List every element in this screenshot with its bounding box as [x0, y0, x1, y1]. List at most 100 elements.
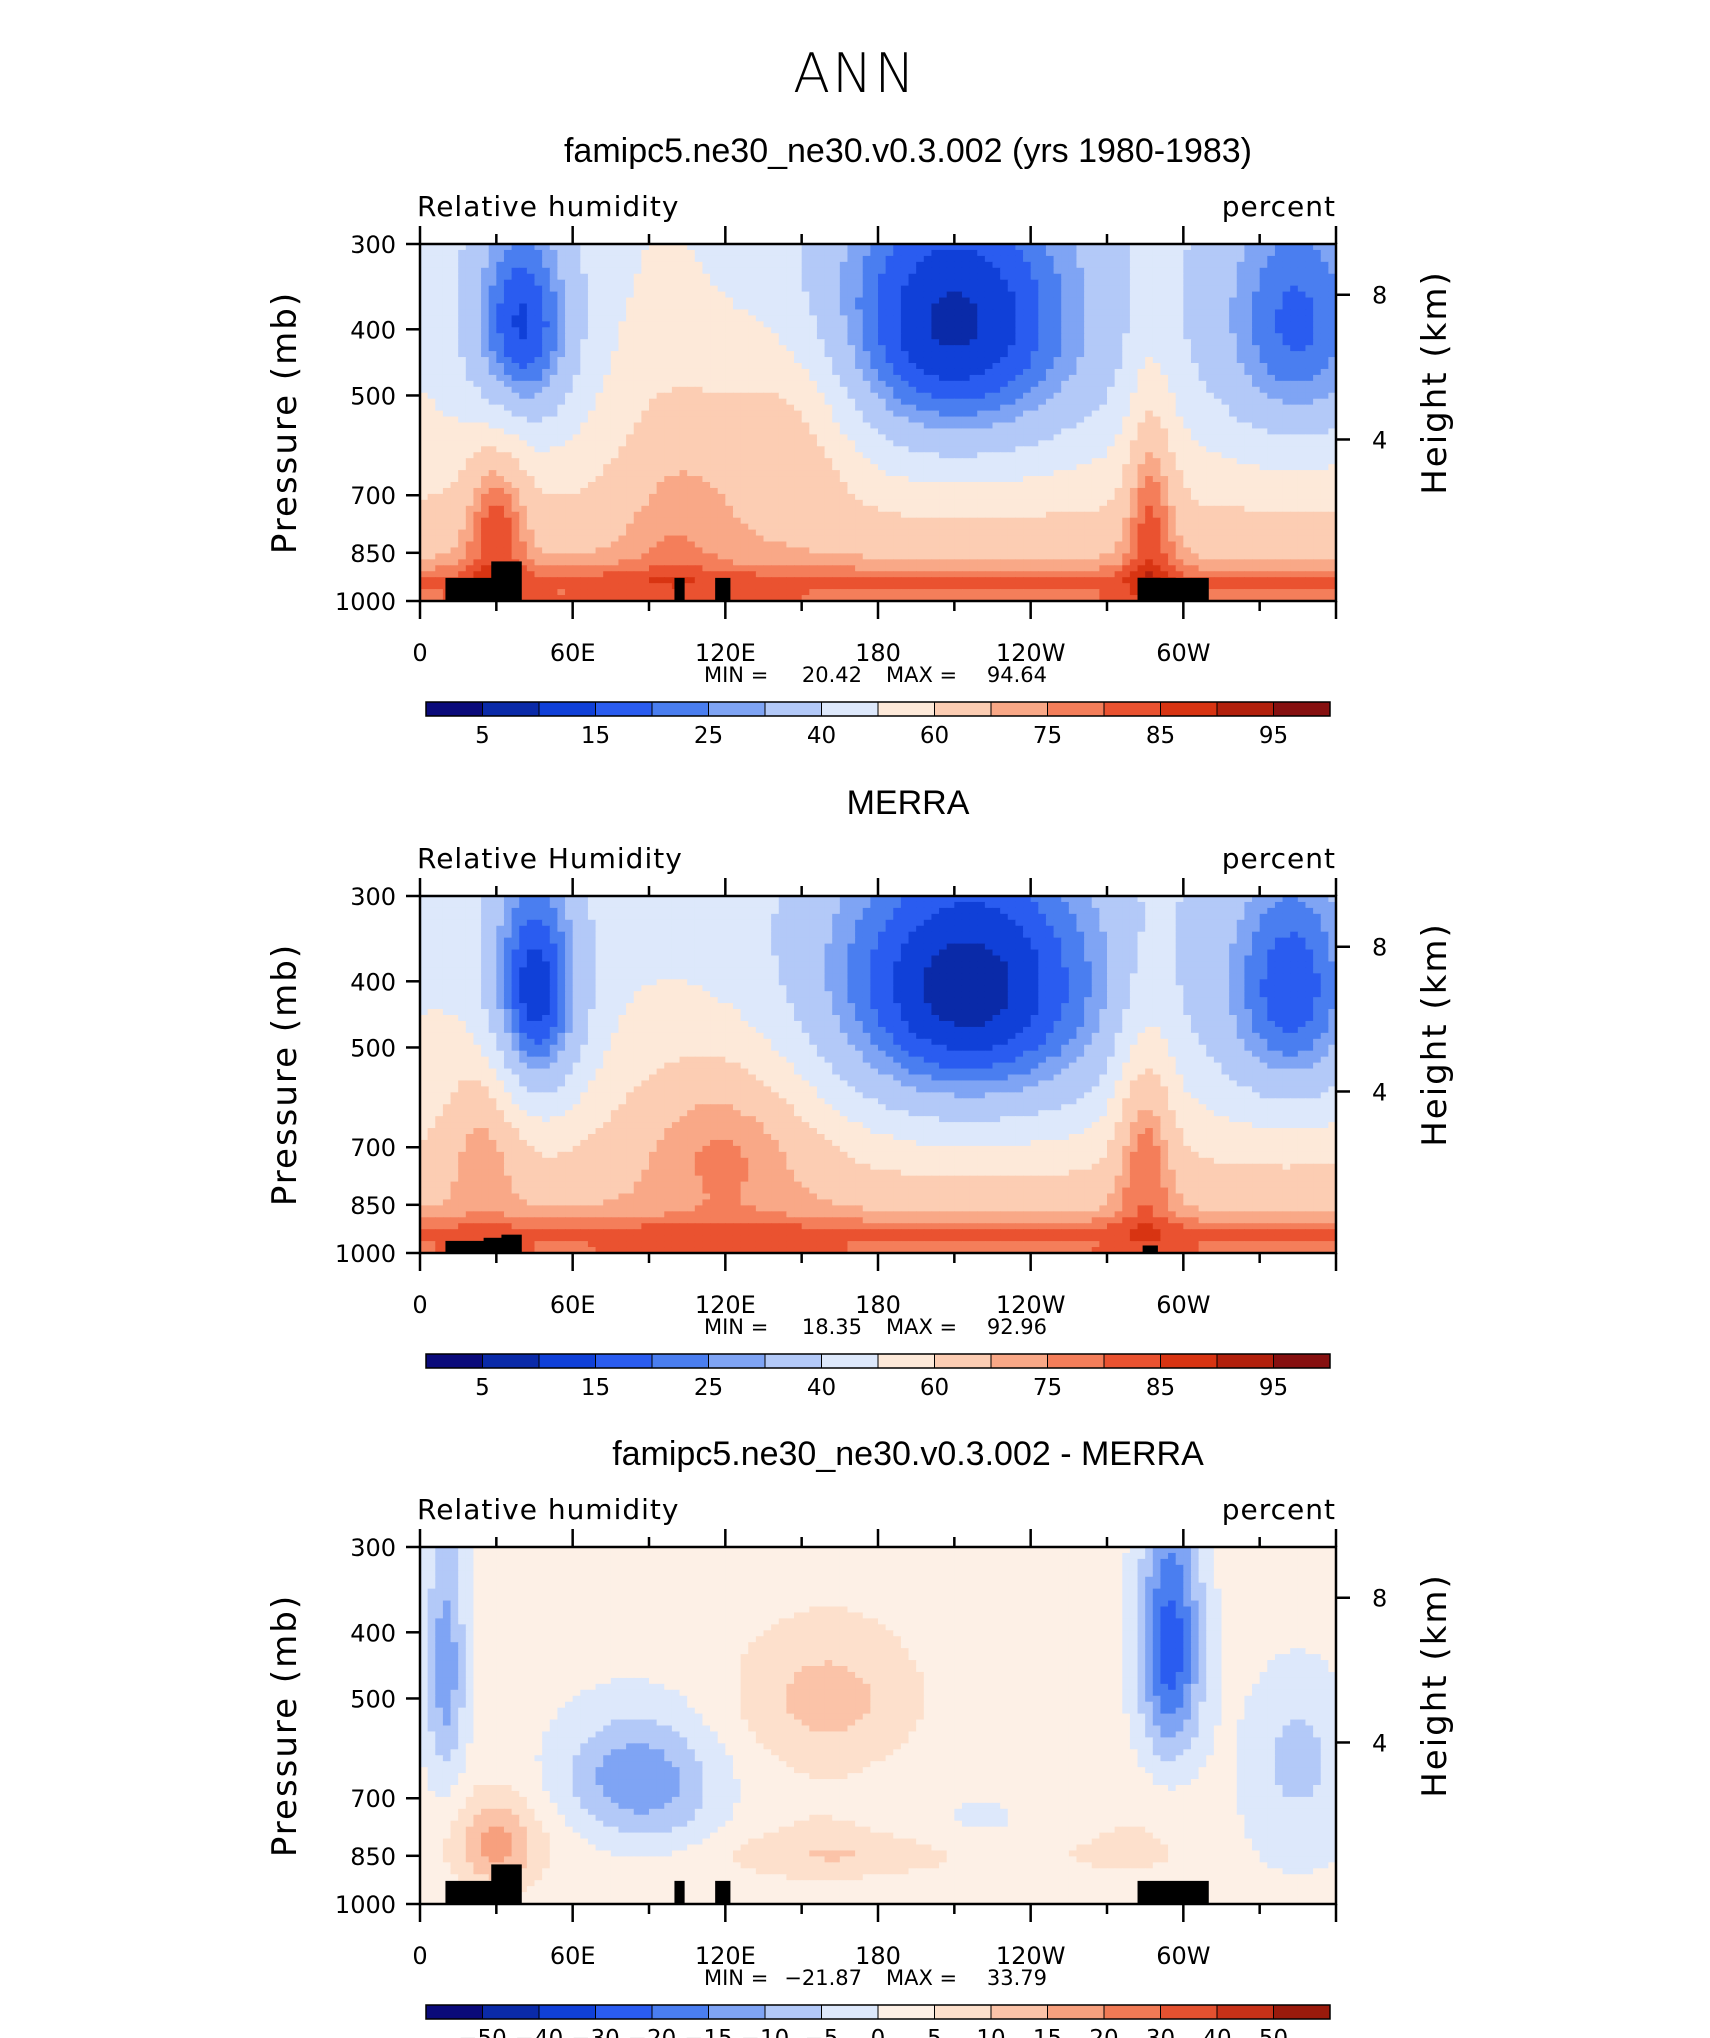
- contour-cell: [740, 297, 749, 305]
- contour-cell: [465, 380, 475, 388]
- contour-cell: [969, 446, 978, 453]
- contour-cell: [992, 380, 1001, 388]
- contour-cell: [1091, 392, 1100, 400]
- contour-cell: [786, 363, 795, 370]
- contour-cell: [931, 244, 940, 251]
- contour-cell: [1305, 309, 1314, 316]
- contour-cell: [1190, 410, 1200, 418]
- contour-cell: [1175, 351, 1184, 358]
- contour-cell: [1023, 446, 1032, 453]
- contour-cell: [679, 487, 688, 495]
- contour-cell: [946, 482, 955, 489]
- contour-cell: [481, 267, 490, 275]
- contour-cell: [496, 487, 505, 495]
- contour-cell: [1137, 404, 1146, 412]
- contour-cell: [1122, 363, 1131, 370]
- contour-cell: [1091, 321, 1100, 328]
- contour-cell: [626, 380, 635, 388]
- contour-cell: [458, 428, 467, 435]
- contour-cell: [1206, 279, 1215, 287]
- contour-cell: [1168, 339, 1177, 346]
- contour-cell: [458, 261, 467, 269]
- contour-cell: [771, 452, 780, 459]
- contour-cell: [893, 345, 902, 352]
- contour-cell: [816, 357, 826, 364]
- contour-cell: [786, 487, 795, 495]
- contour-cell: [1129, 267, 1139, 275]
- contour-cell: [610, 386, 620, 394]
- contour-cell: [603, 273, 612, 281]
- contour-cell: [1129, 422, 1139, 430]
- contour-cell: [664, 428, 673, 435]
- contour-cell: [1175, 339, 1184, 346]
- contour-cell: [1236, 404, 1245, 412]
- contour-cell: [649, 404, 658, 412]
- contour-cell: [435, 470, 444, 477]
- contour-cell: [587, 428, 597, 435]
- contour-cell: [496, 315, 505, 322]
- contour-cell: [977, 255, 986, 263]
- contour-cell: [1084, 398, 1093, 406]
- contour-cell: [870, 309, 879, 316]
- contour-cell: [1198, 380, 1207, 388]
- contour-cell: [565, 333, 574, 340]
- contour-cell: [679, 297, 688, 305]
- contour-cell: [1198, 464, 1207, 471]
- contour-cell: [916, 422, 925, 430]
- contour-cell: [771, 440, 780, 447]
- contour-cell: [1320, 416, 1329, 424]
- contour-cell: [931, 351, 940, 358]
- contour-cell: [671, 452, 681, 459]
- contour-cell: [542, 458, 551, 465]
- contour-cell: [1061, 422, 1070, 430]
- contour-cell: [710, 392, 719, 400]
- contour-cell: [435, 267, 444, 275]
- contour-cell: [503, 392, 513, 400]
- contour-cell: [778, 446, 787, 453]
- contour-cell: [801, 279, 810, 287]
- contour-cell: [534, 487, 543, 495]
- contour-cell: [740, 333, 749, 340]
- contour-cell: [1084, 404, 1093, 412]
- contour-cell: [1053, 333, 1062, 340]
- contour-cell: [832, 404, 841, 412]
- contour-cell: [1274, 303, 1284, 311]
- contour-cell: [694, 470, 704, 477]
- contour-cell: [656, 428, 665, 435]
- contour-cell: [1190, 327, 1200, 334]
- contour-cell: [1305, 434, 1314, 441]
- contour-cell: [961, 291, 971, 299]
- contour-cell: [740, 345, 749, 352]
- contour-cell: [1198, 434, 1207, 441]
- contour-cell: [847, 351, 856, 358]
- contour-cell: [458, 476, 467, 483]
- contour-cell: [1168, 333, 1177, 340]
- contour-cell: [465, 273, 475, 281]
- contour-cell: [511, 374, 520, 382]
- contour-cell: [771, 267, 780, 275]
- contour-cell: [427, 345, 436, 352]
- contour-cell: [1198, 398, 1207, 406]
- contour-cell: [893, 267, 902, 275]
- contour-cell: [870, 291, 879, 299]
- contour-cell: [1206, 255, 1215, 263]
- contour-cell: [1183, 452, 1192, 459]
- contour-cell: [1099, 458, 1108, 465]
- contour-cell: [542, 392, 551, 400]
- contour-cell: [641, 297, 650, 305]
- contour-cell: [984, 446, 994, 453]
- contour-cell: [572, 285, 581, 293]
- contour-cell: [618, 374, 627, 382]
- contour-cell: [641, 309, 650, 316]
- contour-cell: [1168, 351, 1177, 358]
- contour-cell: [710, 255, 719, 263]
- contour-cell: [710, 386, 719, 394]
- contour-cell: [824, 416, 833, 424]
- contour-cell: [526, 244, 536, 251]
- contour-cell: [687, 428, 696, 435]
- contour-cell: [946, 321, 955, 328]
- contour-cell: [801, 315, 810, 322]
- contour-cell: [580, 410, 589, 418]
- contour-cell: [1084, 291, 1093, 299]
- contour-cell: [1152, 440, 1162, 447]
